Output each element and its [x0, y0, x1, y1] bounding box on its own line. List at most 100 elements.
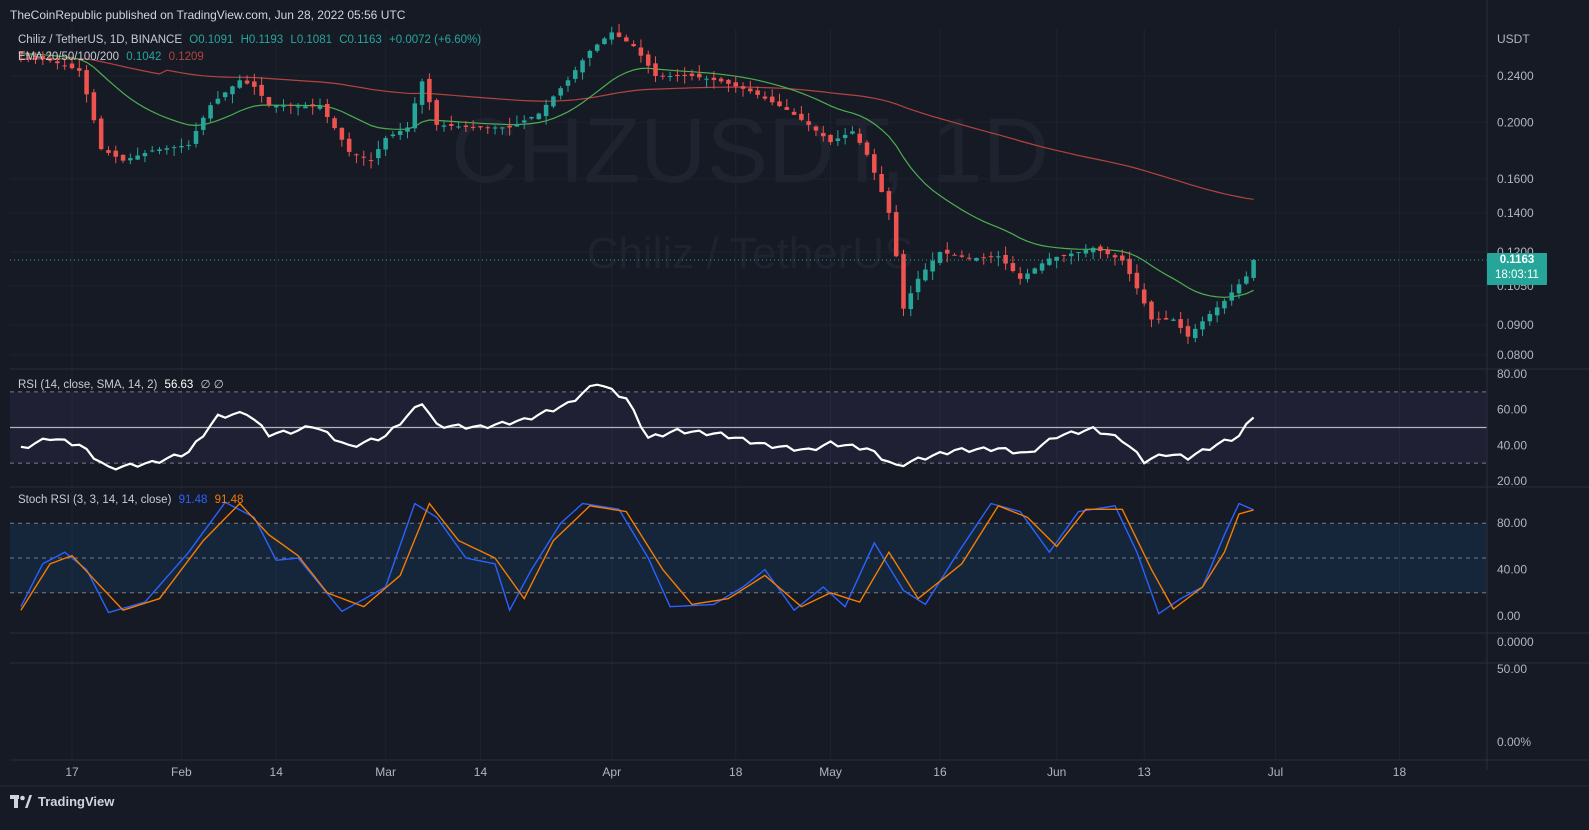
- rsi-tick-label: 20.00: [1497, 474, 1527, 488]
- candle-body: [47, 58, 53, 61]
- candle: [193, 122, 199, 148]
- candle-body: [1171, 319, 1176, 321]
- candle-body: [944, 249, 950, 254]
- candle: [551, 95, 556, 109]
- candle-body: [1003, 254, 1008, 264]
- candle: [434, 98, 439, 131]
- extra-tick-label: 0.00%: [1497, 735, 1531, 749]
- candle-body: [551, 96, 556, 107]
- pane-separators[interactable]: [0, 0, 1589, 787]
- candle: [463, 121, 469, 132]
- candle-body: [915, 278, 921, 293]
- candle: [128, 153, 133, 165]
- high-value: H0.1193: [240, 34, 284, 46]
- candle-body: [813, 126, 819, 131]
- candle: [573, 66, 578, 83]
- candle: [295, 103, 301, 116]
- rsi-band: [10, 391, 1487, 464]
- time-tick-label: 13: [1138, 765, 1152, 779]
- tradingview-footer[interactable]: TradingView: [10, 794, 114, 809]
- candle-body: [441, 125, 447, 127]
- candle: [456, 122, 461, 129]
- candle-body: [879, 174, 884, 193]
- candle: [317, 98, 323, 111]
- candle: [514, 115, 520, 127]
- candle: [390, 130, 396, 139]
- candle-body: [748, 88, 753, 92]
- candle: [609, 26, 615, 45]
- candle-body: [128, 158, 133, 161]
- candle: [1090, 246, 1096, 260]
- candle: [222, 91, 228, 101]
- publisher-line: TheCoinRepublic published on TradingView…: [10, 8, 406, 22]
- price-axis[interactable]: USDT0.24000.20000.16000.14000.12000.1050…: [1497, 32, 1534, 749]
- candle: [113, 145, 119, 164]
- candle: [697, 65, 702, 81]
- grid-lines: [10, 28, 1487, 760]
- candle: [1200, 316, 1205, 337]
- candle: [711, 71, 717, 89]
- candle-body: [106, 150, 111, 153]
- candle: [638, 39, 644, 63]
- candle: [201, 115, 206, 136]
- candle-body: [1076, 252, 1081, 254]
- candle: [91, 88, 97, 124]
- ema-label[interactable]: EMA 20/50/100/200: [18, 51, 120, 63]
- time-tick-label: 14: [474, 765, 488, 779]
- candle-body: [616, 32, 622, 37]
- candle: [149, 145, 155, 153]
- candle: [266, 96, 272, 108]
- candle: [142, 149, 148, 163]
- candle: [339, 127, 345, 147]
- candle: [470, 120, 476, 131]
- candle: [354, 153, 359, 164]
- candle-body: [142, 152, 148, 157]
- candle-body: [1229, 292, 1234, 301]
- last-price-value: 0.1163: [1499, 253, 1535, 266]
- candle-body: [631, 44, 636, 47]
- candle-body: [828, 134, 833, 143]
- candle: [84, 65, 89, 103]
- candle: [689, 69, 695, 81]
- candle: [62, 59, 67, 70]
- candlestick-series: [10, 23, 1487, 344]
- candle-body: [974, 257, 979, 261]
- candle: [1003, 246, 1008, 270]
- candle: [1229, 284, 1234, 306]
- symbol-label[interactable]: Chiliz / TetherUS, 1D, BINANCE: [18, 34, 183, 46]
- candle-body: [850, 131, 855, 134]
- stoch-legend: Stoch RSI (3, 3, 14, 14, close) 91.48 91…: [18, 494, 247, 506]
- price-tick-label: 0.2400: [1497, 69, 1534, 83]
- candle-body: [208, 105, 213, 119]
- candle: [864, 140, 870, 157]
- candle-body: [660, 75, 666, 77]
- rsi-path: [20, 383, 1255, 471]
- candle-body: [288, 104, 294, 107]
- candle: [1120, 249, 1125, 266]
- candle-body: [179, 146, 184, 148]
- candle-body: [310, 104, 315, 107]
- candle: [383, 135, 388, 157]
- candle-body: [500, 127, 505, 129]
- candle: [558, 86, 563, 100]
- candle: [412, 97, 418, 133]
- candle: [135, 147, 140, 161]
- rsi-label[interactable]: RSI (14, close, SMA, 14, 2): [18, 379, 158, 391]
- candle: [171, 145, 177, 156]
- stoch-label[interactable]: Stoch RSI (3, 3, 14, 14, close): [18, 494, 172, 506]
- ema-100-value: 0.1209: [168, 51, 204, 63]
- candle: [1163, 310, 1169, 320]
- candle-body: [799, 113, 804, 120]
- candle-body: [91, 92, 97, 121]
- candle-body: [376, 149, 381, 159]
- candle-body: [40, 55, 46, 59]
- candle: [587, 49, 593, 67]
- candle-body: [769, 96, 775, 103]
- candle-body: [1054, 256, 1059, 261]
- time-axis[interactable]: 17 Feb 14 Mar 14 Apr 18 May 16 Jun 13 Jul 18: [65, 765, 1406, 779]
- candle: [120, 154, 126, 164]
- candle: [303, 102, 308, 109]
- candle-body: [186, 144, 191, 146]
- candle: [806, 112, 811, 132]
